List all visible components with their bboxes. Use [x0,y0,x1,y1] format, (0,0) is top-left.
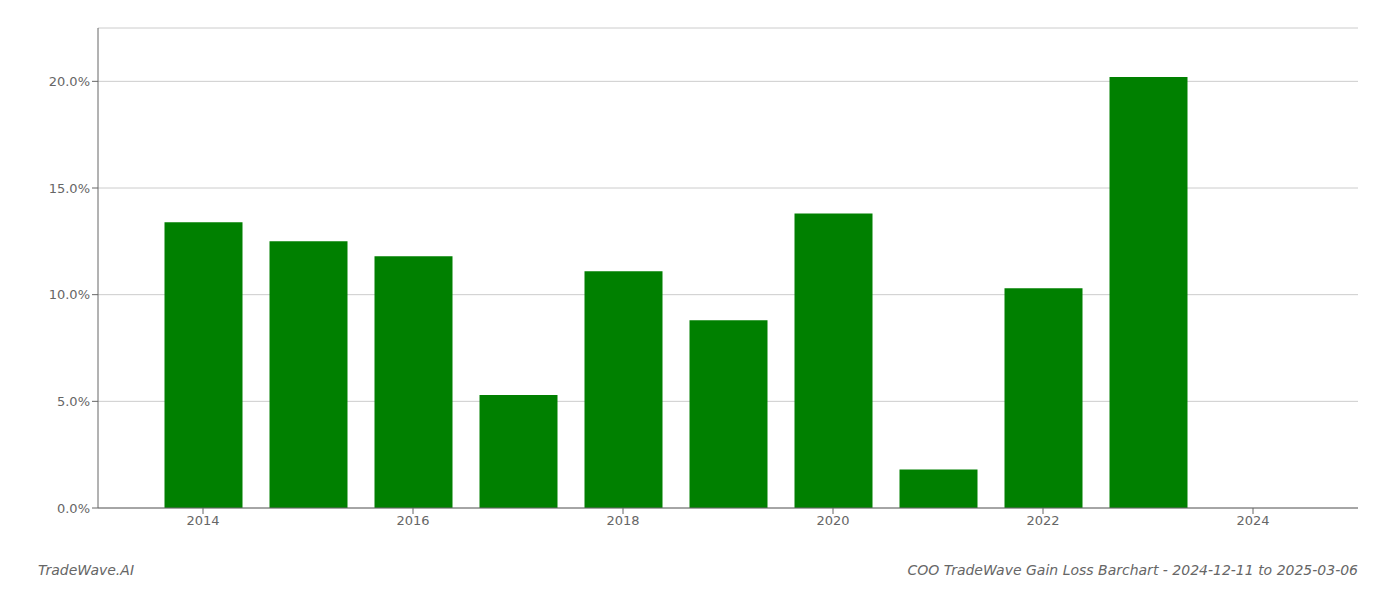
svg-text:2016: 2016 [396,513,429,528]
svg-text:2014: 2014 [186,513,219,528]
svg-text:20.0%: 20.0% [49,74,90,89]
html-text:COO TradeWave Gain Loss Barcha: COO TradeWave Gain Loss Barchart - 2024-… [907,562,1358,578]
svg-text:2018: 2018 [606,513,639,528]
svg-text:5.0%: 5.0% [57,394,90,409]
svg-text:10.0%: 10.0% [49,287,90,302]
svg-text:2022: 2022 [1026,513,1059,528]
html-text:TradeWave.AI: TradeWave.AI [38,562,134,578]
svg-text:0.0%: 0.0% [57,501,90,516]
svg-text:2020: 2020 [816,513,849,528]
svg-text:15.0%: 15.0% [49,181,90,196]
svg-text:2024: 2024 [1236,513,1269,528]
